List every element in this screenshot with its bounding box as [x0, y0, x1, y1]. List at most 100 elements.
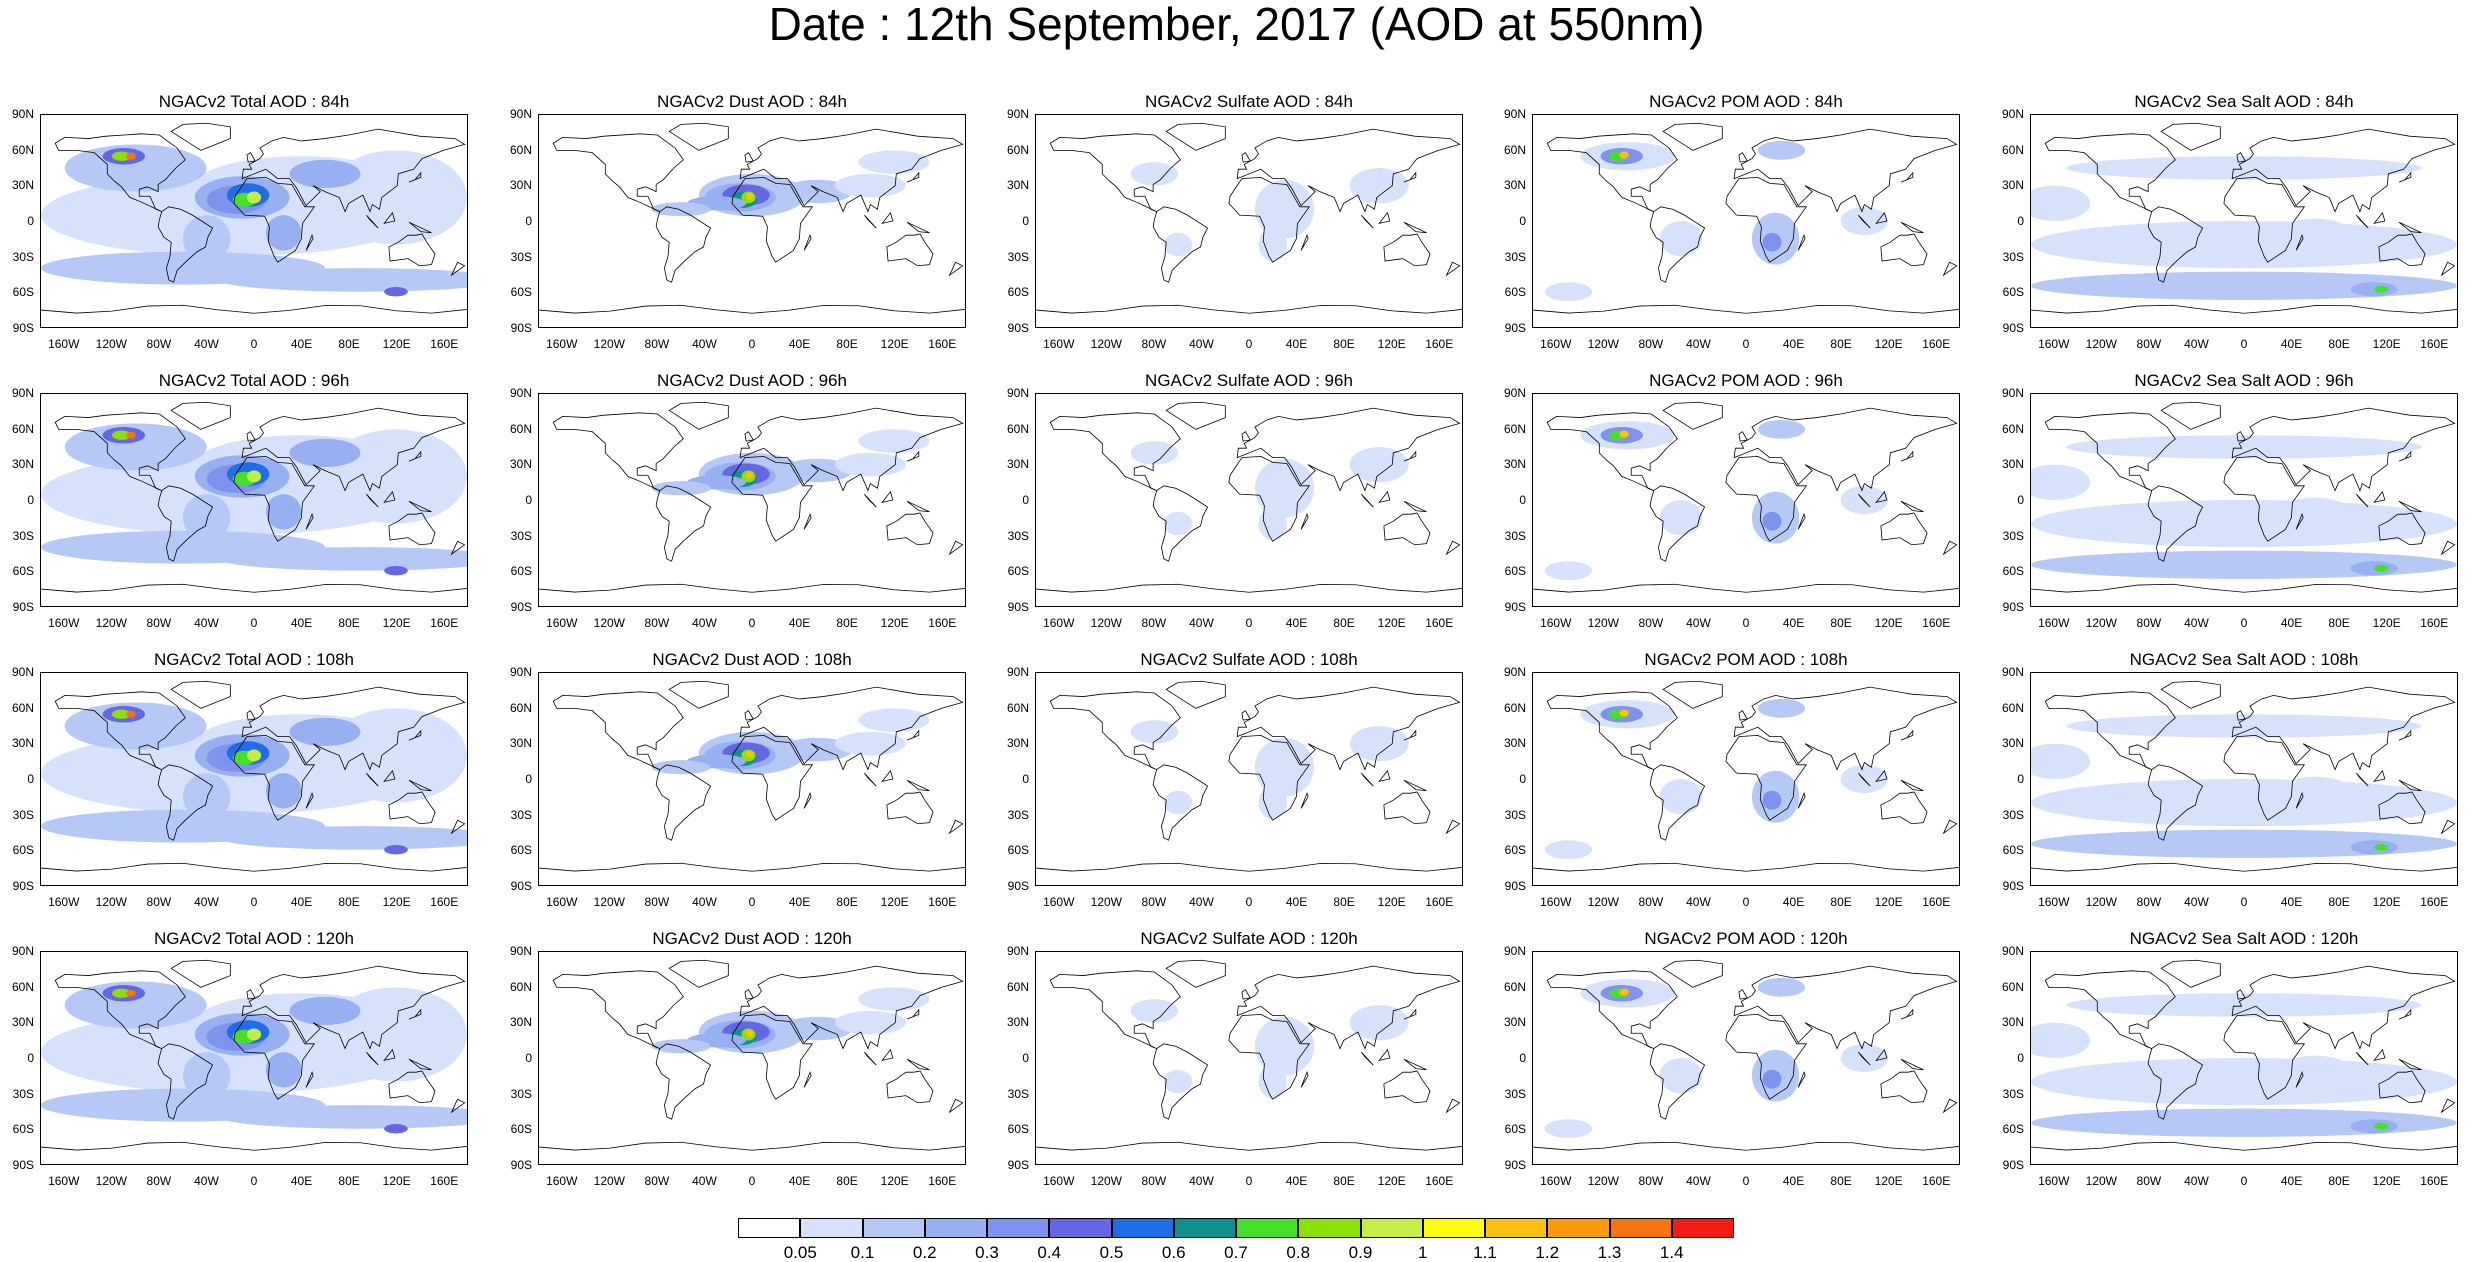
longitude-tick-label: 80E: [338, 616, 360, 630]
longitude-tick-label: 80E: [338, 337, 360, 351]
coastline: [1649, 1043, 1706, 1120]
longitude-tick-label: 40E: [788, 337, 811, 351]
coastline: [1445, 819, 1461, 835]
latitude-tick-label: 30S: [12, 249, 34, 264]
longitude-tick-label: 160E: [1922, 1174, 1951, 1188]
latitude-tick-label: 0: [1519, 1051, 1526, 1065]
world-map: [1035, 393, 1463, 607]
coastline: [2160, 680, 2221, 709]
coastline: [1733, 128, 1958, 213]
longitude-tick-label: 80E: [836, 895, 858, 909]
longitude-tick-label: 120E: [2372, 616, 2401, 630]
colorbar-swatch: [1173, 1218, 1236, 1238]
coastline: [2160, 122, 2221, 151]
latitude-tick-label: 90N: [1006, 386, 1029, 400]
latitude-tick-label: 0: [2017, 772, 2024, 786]
latitude-tick-label: 0: [1519, 214, 1526, 228]
longitude-tick-label: 120E: [2372, 337, 2401, 351]
panel-title: NGACv2 Total AOD : 84h: [158, 92, 350, 111]
world-map: [1035, 672, 1463, 886]
longitude-tick-label: 120W: [1587, 616, 1619, 630]
aod-plume: [2031, 1058, 2457, 1106]
coastline: [366, 1051, 379, 1066]
panel-title: NGACv2 Sulfate AOD : 96h: [1145, 371, 1353, 390]
latitude-tick-label: 30N: [1503, 1015, 1526, 1030]
coastline: [1236, 407, 1461, 492]
longitude-tick-label: 160W: [48, 895, 80, 909]
latitude-tick-label: 60S: [1504, 1122, 1526, 1137]
latitude-tick-label: 30N: [509, 178, 532, 193]
longitude-tick-label: 120W: [1587, 895, 1619, 909]
aod-plume: [2066, 993, 2422, 1017]
longitude-tick-label: 120W: [1090, 337, 1122, 351]
panel-title: NGACv2 Total AOD : 96h: [158, 371, 350, 390]
longitude-tick-label: 80W: [1141, 337, 1167, 351]
latitude-tick-label: 60N: [2001, 979, 2024, 994]
latitude-tick-label: 30N: [1503, 457, 1526, 472]
panel-title: NGACv2 Sea Salt AOD : 120h: [2129, 929, 2359, 948]
coastline: [1445, 540, 1461, 556]
longitude-tick-label: 40W: [194, 1174, 219, 1188]
coastline: [2398, 779, 2422, 792]
latitude-tick-label: 90S: [2002, 321, 2024, 335]
aod-plume: [265, 494, 302, 530]
coastline: [2160, 401, 2221, 430]
map-canvas: [1036, 401, 1462, 593]
coastline: [383, 211, 396, 225]
coastline: [2440, 540, 2456, 556]
aod-plume: [64, 981, 207, 1029]
colorbar-swatch: [738, 1218, 801, 1238]
aod-plume: [2031, 271, 2457, 300]
coastline: [1942, 1098, 1958, 1114]
aod-plume: [1762, 232, 1782, 252]
aod-plume: [858, 150, 930, 174]
map-panel-pom: NGACv2 POM AOD : 96h 90N 60N 30N 0 30S 60S 90S 1…: [1492, 371, 1978, 649]
aod-plume: [1254, 1016, 1315, 1076]
longitude-tick-label: 120W: [95, 895, 127, 909]
aod-plume: [1254, 179, 1315, 239]
longitude-tick-label: 40W: [1686, 895, 1711, 909]
map-panel-seasalt: NGACv2 Sea Salt AOD : 96h 90N 60N 30N 0 30S 60…: [1990, 371, 2473, 649]
coastline: [246, 152, 256, 163]
longitude-tick-label: 0: [2240, 616, 2248, 630]
latitude-tick-label: 30S: [1504, 528, 1526, 543]
coastline: [1403, 779, 1427, 792]
aod-plume: [112, 151, 131, 161]
aod-plume: [746, 1029, 754, 1037]
coastline: [2231, 686, 2456, 771]
panel-title: NGACv2 Total AOD : 120h: [153, 929, 354, 948]
longitude-tick-label: 120E: [1377, 895, 1406, 909]
longitude-tick-label: 120W: [1090, 1174, 1122, 1188]
coastline: [881, 490, 894, 504]
longitude-tick-label: 160W: [1540, 337, 1572, 351]
coastline: [906, 221, 930, 234]
longitude-tick-label: 160W: [2038, 616, 2070, 630]
aod-plume: [265, 773, 302, 809]
longitude-tick-label: 80W: [1141, 895, 1167, 909]
map-panel-dust: NGACv2 Dust AOD : 84h 90N 60N 30N 0 30S 60S 90S…: [498, 92, 984, 370]
longitude-tick-label: 0: [748, 895, 756, 909]
longitude-tick-label: 160E: [2420, 616, 2449, 630]
antarctica-coastline: [539, 583, 965, 593]
coastline: [906, 500, 930, 513]
coastline: [1383, 512, 1431, 546]
colorbar-swatch: [1049, 1218, 1112, 1238]
latitude-tick-label: 90S: [12, 600, 34, 614]
map-canvas: [1533, 959, 1959, 1151]
coastline: [366, 493, 379, 508]
world-map: [1532, 672, 1960, 886]
colorbar-swatch: [1298, 1218, 1361, 1238]
aod-plume: [1544, 1119, 1593, 1139]
longitude-tick-label: 40E: [1782, 1174, 1805, 1188]
coastline: [408, 500, 432, 513]
longitude-tick-label: 120W: [2085, 337, 2117, 351]
longitude-tick-label: 160W: [1540, 616, 1572, 630]
coastline: [1858, 772, 1871, 787]
colorbar-swatch: [1485, 1218, 1548, 1238]
panel-title: NGACv2 Dust AOD : 96h: [657, 371, 847, 390]
coastline: [383, 1048, 396, 1062]
coastline: [1738, 710, 1748, 721]
latitude-tick-label: 30N: [1503, 736, 1526, 751]
coastline: [2236, 431, 2246, 442]
map-canvas: [41, 401, 467, 593]
